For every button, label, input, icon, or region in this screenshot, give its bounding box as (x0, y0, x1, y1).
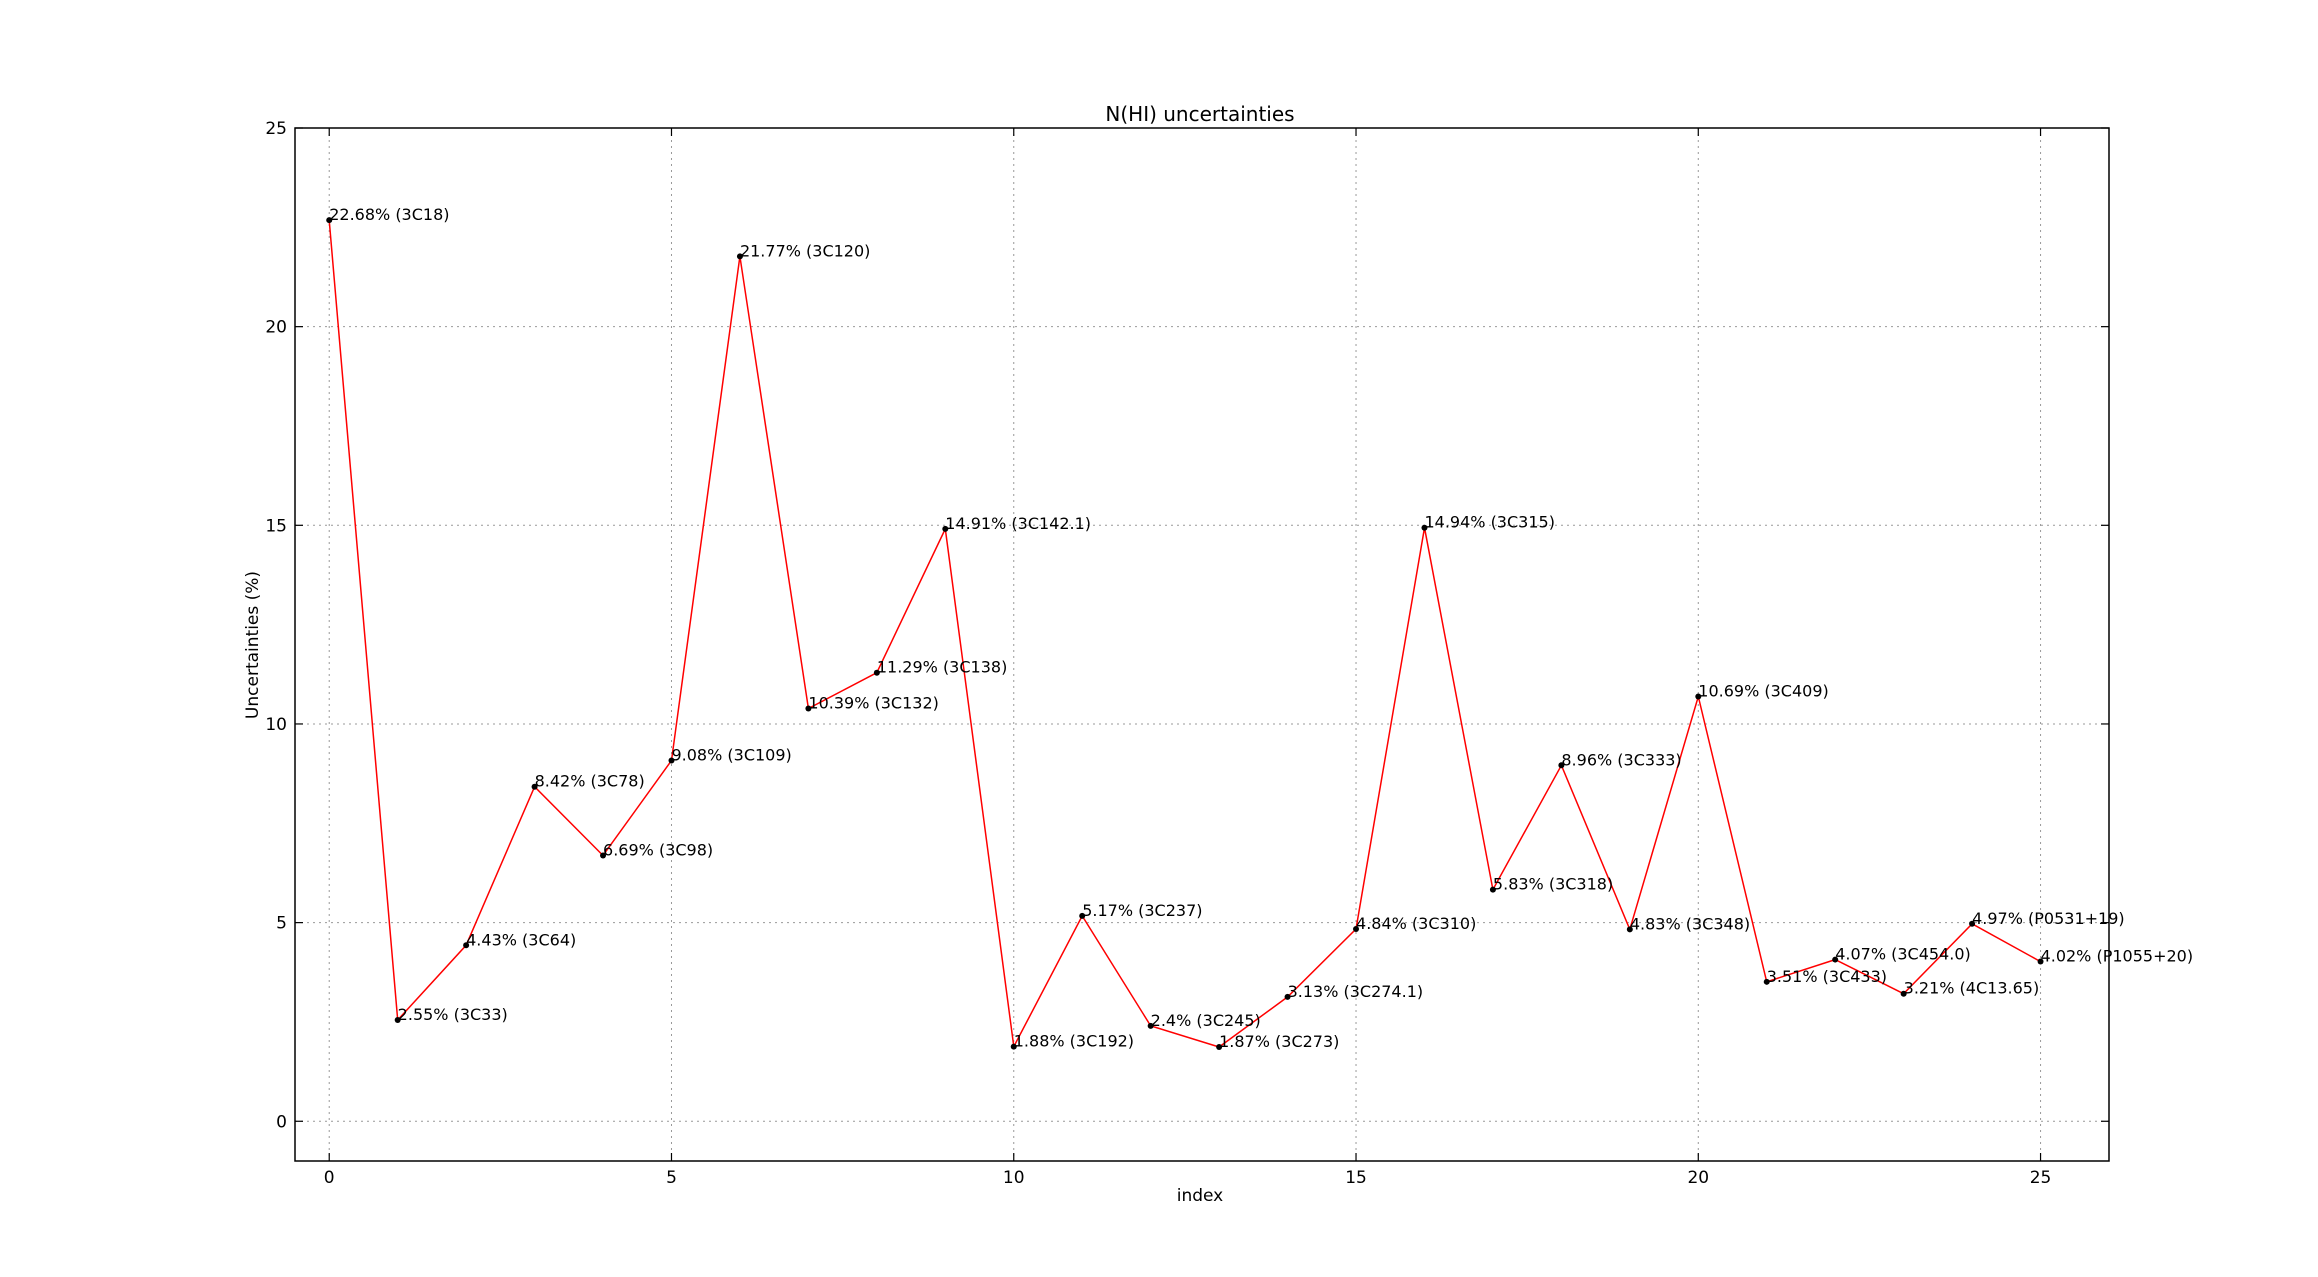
data-label: 1.87% (3C273) (1219, 1032, 1339, 1051)
data-point (1832, 956, 1839, 963)
data-point (1558, 762, 1565, 769)
data-label: 4.97% (P0531+19) (1972, 909, 2125, 928)
y-tick-label: 25 (265, 119, 287, 139)
data-point (1284, 993, 1291, 1000)
data-point (531, 783, 538, 790)
x-tick-label: 15 (1345, 1168, 1367, 1188)
data-point (1147, 1022, 1154, 1029)
data-point (1626, 926, 1633, 933)
data-point (1421, 524, 1428, 531)
plot-frame (294, 127, 2110, 1162)
x-tick-label: 25 (2030, 1168, 2052, 1188)
data-label: 8.96% (3C333) (1561, 750, 1681, 769)
data-point (1353, 925, 1360, 932)
data-label: 4.43% (3C64) (466, 930, 576, 949)
data-point (942, 525, 949, 532)
data-point (1969, 920, 1976, 927)
data-label: 14.91% (3C142.1) (945, 514, 1091, 533)
data-point (1763, 978, 1770, 985)
data-point (1489, 886, 1496, 893)
data-label: 5.17% (3C237) (1082, 901, 1202, 920)
axis-ticks: 0 5 10 15 20 25 0 5 10 15 20 25 (265, 119, 2109, 1188)
series-line (328, 220, 2041, 1050)
data-point (1695, 693, 1702, 700)
data-point (1216, 1043, 1223, 1050)
data-label: 10.39% (3C132) (808, 693, 938, 712)
x-tick-label: 0 (324, 1168, 335, 1188)
data-point (1900, 990, 1907, 997)
data-label: 3.21% (4C13.65) (1904, 979, 2040, 998)
data-point (736, 253, 743, 260)
data-label: 9.08% (3C109) (671, 746, 791, 765)
data-label: 10.69% (3C409) (1698, 682, 1828, 701)
y-tick-label: 15 (265, 516, 287, 536)
data-point (1079, 912, 1086, 919)
data-label: 6.69% (3C98) (603, 840, 713, 859)
y-tick-label: 5 (276, 914, 287, 934)
data-label: 3.51% (3C433) (1767, 967, 1887, 986)
data-label: 4.07% (3C454.0) (1835, 945, 1971, 964)
x-tick-label: 5 (666, 1168, 677, 1188)
data-label: 14.94% (3C315) (1424, 513, 1554, 532)
data-point (600, 852, 607, 859)
data-markers (326, 217, 2044, 1050)
data-point (2037, 958, 2044, 965)
data-label: 21.77% (3C120) (740, 241, 870, 260)
chart-title: N(HI) uncertainties (1105, 102, 1294, 126)
data-point (873, 669, 880, 676)
data-label: 1.88% (3C192) (1014, 1032, 1134, 1051)
data-point (805, 705, 812, 712)
data-label: 3.13% (3C274.1) (1288, 982, 1424, 1001)
data-label: 4.84% (3C310) (1356, 914, 1476, 933)
grid-lines (295, 127, 2109, 1161)
data-point (668, 757, 675, 764)
x-tick-label: 10 (1003, 1168, 1025, 1188)
data-labels: 22.68% (3C18) 2.55% (3C33) 4.43% (3C64) 8.4… (329, 205, 2193, 1051)
x-tick-label: 20 (1687, 1168, 1709, 1188)
x-axis-label: index (1177, 1186, 1224, 1206)
y-tick-label: 20 (265, 318, 287, 338)
data-point (326, 217, 333, 224)
y-tick-label: 10 (265, 715, 287, 735)
data-label: 4.02% (P1055+20) (2041, 947, 2194, 966)
data-point (463, 942, 470, 949)
data-point (394, 1016, 401, 1023)
data-label: 22.68% (3C18) (329, 205, 449, 224)
data-label: 2.55% (3C33) (398, 1005, 508, 1024)
data-label: 8.42% (3C78) (535, 772, 645, 791)
data-label: 11.29% (3C138) (877, 658, 1007, 677)
y-tick-label: 0 (276, 1112, 287, 1132)
data-label: 2.4% (3C245) (1151, 1011, 1261, 1030)
data-label: 4.83% (3C348) (1630, 914, 1750, 933)
data-label: 5.83% (3C318) (1493, 875, 1613, 894)
data-point (1010, 1043, 1017, 1050)
y-axis-label: Uncertainties (%) (243, 571, 263, 719)
